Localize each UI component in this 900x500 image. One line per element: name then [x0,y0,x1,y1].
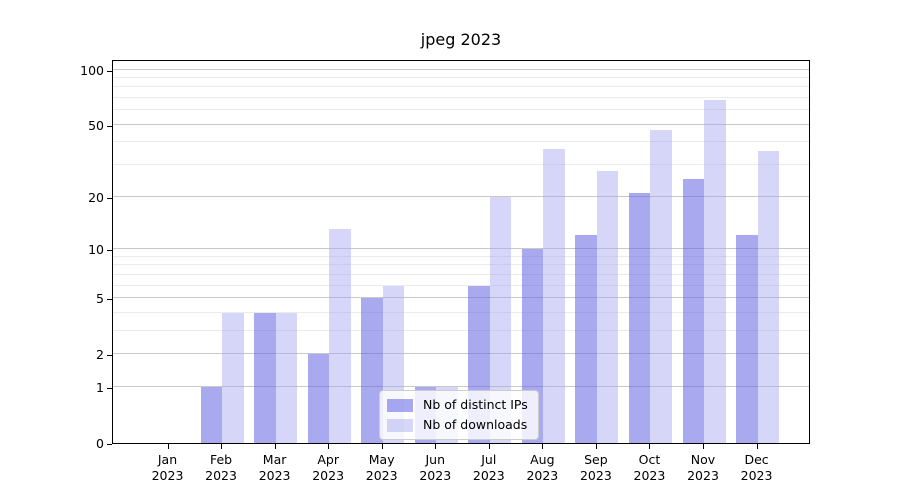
ytick-label-5: 5 [96,290,104,306]
gridline-major-20 [113,195,809,197]
xtick-mark-apr-2023 [328,444,330,449]
xtick-label-sep-2023: Sep 2023 [579,452,612,483]
xtick-mark-aug-2023 [542,444,544,449]
bar-nb-of-downloads-sep-2023 [596,170,619,443]
xtick-label-nov-2023: Nov 2023 [687,452,719,483]
gridline-major-10 [113,247,809,249]
xtick-label-apr-2023: Apr 2023 [312,452,345,483]
legend-label-distinct-ips: Nb of distinct IPs [423,397,528,412]
plot-area: Nb of distinct IPs Nb of downloads [112,60,810,444]
gridline-minor-60 [113,109,809,111]
gridline-minor-90 [113,76,809,78]
gridline-minor-9 [113,255,809,257]
xtick-mark-mar-2023 [274,444,276,449]
ytick-mark-10 [107,249,112,251]
ytick-mark-0 [107,444,112,445]
gridline-minor-80 [113,86,809,88]
bar-nb-of-downloads-mar-2023 [275,312,298,443]
xtick-mark-may-2023 [381,444,383,449]
legend-swatch-distinct-ips [387,398,413,412]
bar-nb-of-distinct-ips-sep-2023 [575,235,597,443]
ytick-mark-20 [107,197,112,199]
bar-nb-of-downloads-jul-2023 [489,196,512,443]
bar-nb-of-downloads-feb-2023 [222,312,244,443]
xtick-mark-jan-2023 [167,444,169,449]
bar-nb-of-downloads-oct-2023 [650,129,672,443]
ytick-mark-5 [107,298,112,300]
xtick-label-feb-2023: Feb 2023 [205,452,237,483]
xtick-label-jul-2023: Jul 2023 [472,452,505,483]
ytick-mark-1 [107,387,112,389]
gridline-major-2 [113,353,809,355]
xtick-mark-dec-2023 [756,444,758,449]
ytick-label-1: 1 [96,379,104,395]
ytick-mark-2 [107,355,112,357]
gridline-minor-3 [113,329,809,331]
xtick-label-oct-2023: Oct 2023 [633,452,666,483]
xtick-mark-feb-2023 [221,444,223,449]
bar-nb-of-downloads-apr-2023 [329,229,351,443]
xtick-mark-nov-2023 [703,444,704,449]
ytick-label-50: 50 [88,117,104,133]
bar-nb-of-distinct-ips-feb-2023 [200,386,223,443]
legend-item-distinct-ips: Nb of distinct IPs [387,397,528,413]
bar-nb-of-distinct-ips-nov-2023 [682,179,704,443]
xtick-label-aug-2023: Aug 2023 [526,452,559,483]
gridline-major-50 [113,123,809,125]
ytick-label-20: 20 [88,189,104,205]
legend-label-downloads: Nb of downloads [423,417,528,432]
xtick-label-jun-2023: Jun 2023 [419,452,452,483]
ytick-label-2: 2 [96,347,104,363]
ytick-mark-50 [107,125,112,127]
xtick-label-dec-2023: Dec 2023 [740,452,773,483]
bar-nb-of-downloads-aug-2023 [543,148,565,443]
bar-nb-of-distinct-ips-dec-2023 [736,235,758,443]
gridline-major-5 [113,297,809,298]
xtick-mark-jun-2023 [435,444,437,449]
xtick-mark-sep-2023 [595,444,597,449]
ytick-mark-100 [107,70,112,72]
gridline-minor-30 [113,164,809,166]
bar-nb-of-distinct-ips-oct-2023 [628,192,651,443]
xtick-mark-jul-2023 [488,444,490,449]
bar-nb-of-downloads-dec-2023 [757,150,780,443]
bar-nb-of-downloads-nov-2023 [704,100,726,443]
xtick-label-may-2023: May 2023 [365,452,398,483]
ytick-label-10: 10 [88,241,104,257]
bar-nb-of-distinct-ips-mar-2023 [254,312,276,443]
ytick-label-0: 0 [96,436,104,451]
bar-nb-of-distinct-ips-apr-2023 [307,354,330,443]
chart-title: jpeg 2023 [420,30,502,49]
gridline-major-100 [113,68,809,70]
gridline-minor-6 [113,284,809,286]
gridline-minor-70 [113,97,809,99]
gridline-minor-40 [113,141,809,143]
gridline-minor-7 [113,273,809,275]
ytick-label-100: 100 [80,62,104,78]
legend-item-downloads: Nb of downloads [387,417,528,433]
xtick-label-jan-2023: Jan 2023 [151,452,184,483]
xtick-mark-oct-2023 [649,444,651,449]
legend: Nb of distinct IPs Nb of downloads [379,390,539,440]
xtick-label-mar-2023: Mar 2023 [258,452,291,483]
legend-swatch-downloads [387,418,413,432]
gridline-major-1 [113,385,809,387]
bar-nb-of-distinct-ips-may-2023 [361,298,383,443]
gridline-minor-8 [113,264,809,266]
gridline-minor-4 [113,311,809,313]
